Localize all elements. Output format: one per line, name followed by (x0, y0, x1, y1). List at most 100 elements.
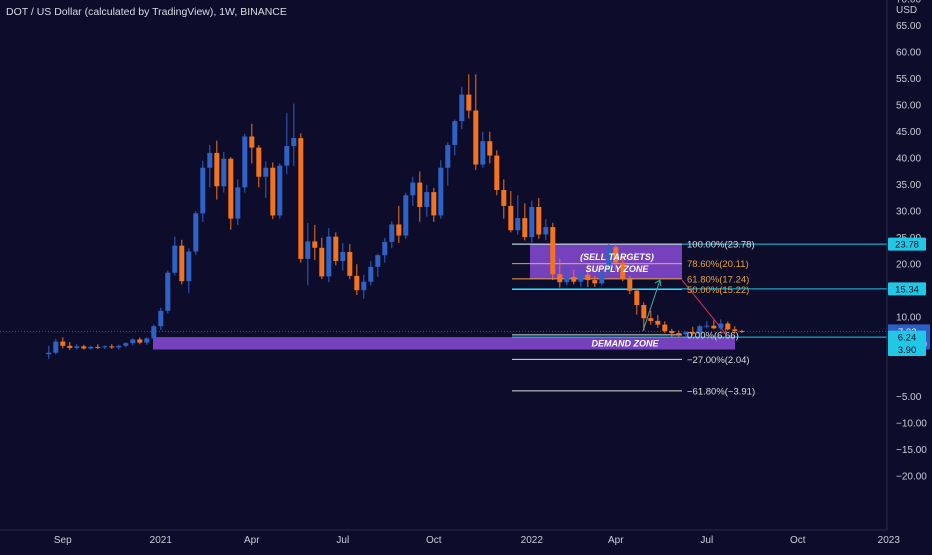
candle-body[interactable] (536, 206, 542, 235)
candle-body[interactable] (466, 94, 472, 111)
candle-body[interactable] (585, 274, 591, 281)
supply-zone[interactable] (530, 244, 682, 279)
candle-body[interactable] (123, 343, 129, 346)
candle-body[interactable] (431, 192, 437, 216)
candle-body[interactable] (634, 290, 640, 306)
candle-body[interactable] (179, 245, 185, 282)
candle-body[interactable] (102, 346, 108, 348)
candle-body[interactable] (375, 255, 381, 267)
candle-body[interactable] (599, 271, 605, 284)
candle-body[interactable] (438, 167, 444, 216)
candle-body[interactable] (214, 152, 220, 187)
candle-body[interactable] (697, 326, 703, 334)
candle-body[interactable] (571, 276, 577, 282)
candle-body[interactable] (95, 346, 101, 348)
candle-body[interactable] (508, 205, 514, 231)
candle-body[interactable] (725, 323, 731, 330)
candle-body[interactable] (452, 121, 458, 145)
candle-body[interactable] (410, 182, 416, 196)
candle-body[interactable] (305, 241, 311, 259)
candle-body[interactable] (382, 241, 388, 256)
candle-body[interactable] (669, 330, 675, 334)
candle-body[interactable] (396, 224, 402, 236)
candle-body[interactable] (662, 324, 668, 331)
candle-body[interactable] (480, 141, 486, 165)
candle-body[interactable] (172, 245, 178, 273)
candle-body[interactable] (564, 276, 570, 283)
candle-body[interactable] (445, 144, 451, 168)
candle-body[interactable] (557, 274, 563, 283)
candle-body[interactable] (319, 247, 325, 277)
candle-body[interactable] (88, 346, 94, 349)
candle-body[interactable] (270, 167, 276, 216)
candle-body[interactable] (389, 224, 395, 242)
candle-body[interactable] (711, 325, 717, 329)
candle-body[interactable] (606, 247, 612, 272)
candle-body[interactable] (739, 330, 745, 332)
candle-body[interactable] (137, 339, 143, 343)
candle-body[interactable] (424, 192, 430, 207)
candle-body[interactable] (690, 332, 696, 334)
candle-body[interactable] (298, 138, 304, 259)
candles-layer[interactable] (46, 74, 745, 360)
candle-body[interactable] (109, 346, 115, 348)
candle-body[interactable] (648, 318, 654, 321)
candle-body[interactable] (732, 329, 738, 331)
candle-body[interactable] (326, 236, 332, 277)
candle-body[interactable] (312, 241, 318, 248)
candle-body[interactable] (249, 136, 255, 148)
candle-body[interactable] (263, 167, 269, 177)
candle-body[interactable] (403, 195, 409, 236)
candle-body[interactable] (494, 155, 500, 190)
candle-body[interactable] (354, 275, 360, 291)
candle-body[interactable] (718, 323, 724, 329)
candle-body[interactable] (228, 158, 234, 219)
candle-body[interactable] (347, 252, 353, 276)
candle-body[interactable] (158, 310, 164, 327)
candle-body[interactable] (74, 346, 80, 348)
candle-body[interactable] (361, 281, 367, 291)
candle-body[interactable] (620, 262, 626, 280)
candle-body[interactable] (144, 338, 150, 343)
candle-body[interactable] (522, 218, 528, 238)
candle-body[interactable] (578, 274, 584, 282)
candle-body[interactable] (501, 190, 507, 206)
candle-body[interactable] (207, 152, 213, 168)
candle-body[interactable] (340, 252, 346, 262)
candle-body[interactable] (417, 182, 423, 207)
candle-body[interactable] (704, 325, 710, 327)
candle-body[interactable] (613, 247, 619, 263)
candle-body[interactable] (81, 346, 87, 349)
candle-body[interactable] (515, 218, 521, 231)
candle-body[interactable] (221, 158, 227, 187)
candle-body[interactable] (186, 251, 192, 282)
candle-body[interactable] (592, 280, 598, 284)
candle-body[interactable] (67, 345, 73, 348)
candle-body[interactable] (676, 333, 682, 335)
candle-body[interactable] (130, 339, 136, 344)
demand-zone[interactable] (153, 337, 735, 350)
candle-body[interactable] (543, 227, 549, 235)
candle-body[interactable] (53, 341, 59, 353)
candle-body[interactable] (151, 326, 157, 339)
candle-body[interactable] (529, 206, 535, 238)
candle-body[interactable] (627, 279, 633, 291)
candle-body[interactable] (641, 305, 647, 319)
candle-body[interactable] (200, 167, 206, 214)
candle-body[interactable] (333, 236, 339, 262)
candle-body[interactable] (291, 138, 297, 147)
candle-body[interactable] (473, 110, 479, 165)
candle-body[interactable] (368, 266, 374, 282)
candle-body[interactable] (193, 213, 199, 252)
candle-body[interactable] (487, 141, 493, 156)
candle-body[interactable] (459, 94, 465, 122)
candle-body[interactable] (242, 136, 248, 188)
candle-body[interactable] (165, 272, 171, 311)
candle-body[interactable] (683, 332, 689, 335)
candle-body[interactable] (655, 320, 661, 325)
candle-body[interactable] (46, 352, 52, 355)
candle-body[interactable] (284, 146, 290, 166)
candle-body[interactable] (550, 227, 556, 275)
candle-body[interactable] (235, 187, 241, 219)
